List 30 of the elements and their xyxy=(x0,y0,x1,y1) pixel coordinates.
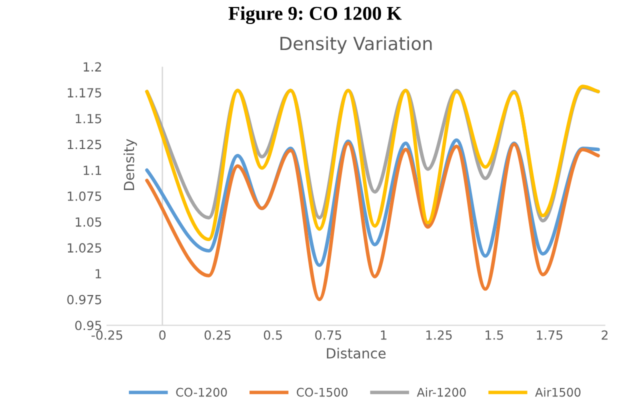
x-tick-label: 1 xyxy=(380,330,386,340)
x-tick-label: -0.25 xyxy=(92,330,122,340)
y-tick-label: 0.975 xyxy=(67,294,102,304)
x-tick-label: 1.25 xyxy=(426,330,452,340)
y-tick-label: 1 xyxy=(96,269,102,278)
legend-label: Air1500 xyxy=(535,388,580,397)
x-tick-label: 1.5 xyxy=(486,330,504,340)
y-tick-label: 1.025 xyxy=(68,243,102,253)
chart-title: Density Variation xyxy=(280,36,432,54)
legend-label: CO-1500 xyxy=(296,388,348,397)
legend-label: CO-1200 xyxy=(176,388,227,397)
y-tick-label: 1.125 xyxy=(68,140,102,150)
y-tick-label: 1.05 xyxy=(76,217,102,227)
x-tick-label: 0 xyxy=(159,330,166,340)
y-tick-label: 1.15 xyxy=(76,114,102,124)
y-axis-title: Density xyxy=(124,138,137,190)
x-axis-title: Distance xyxy=(326,348,386,359)
legend-label: Air-1200 xyxy=(416,388,466,397)
y-tick-label: 1.175 xyxy=(68,88,102,98)
y-tick-label: 1.2 xyxy=(84,62,101,72)
caption: Figure 9: CO 1200 K xyxy=(228,6,402,24)
y-tick-label: 1.1 xyxy=(84,166,102,175)
x-tick-label: 0.5 xyxy=(264,330,282,340)
x-tick-label: 0.75 xyxy=(315,330,342,340)
x-tick-label: 2 xyxy=(602,330,608,340)
x-tick-label: 0.25 xyxy=(204,330,231,340)
line-series xyxy=(145,142,600,302)
y-tick-label: 0.95 xyxy=(75,320,102,330)
x-tick-label: 1.75 xyxy=(536,330,562,340)
y-tick-label: 1.075 xyxy=(68,191,102,201)
